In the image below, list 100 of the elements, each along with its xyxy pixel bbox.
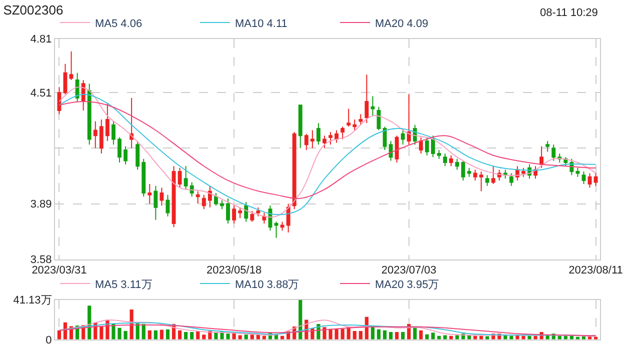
bar (419, 330, 423, 340)
bar (322, 327, 326, 340)
candlestick (400, 130, 405, 146)
candlestick (388, 140, 393, 162)
candlestick (540, 146, 544, 168)
candlestick (546, 140, 550, 152)
candlestick (214, 192, 218, 206)
x-tick-label: 2023/05/18 (206, 264, 262, 277)
candlestick (485, 174, 490, 186)
bar (352, 331, 356, 340)
bar (376, 329, 381, 340)
candlestick (443, 153, 448, 167)
bar (154, 330, 158, 340)
bar (431, 332, 435, 340)
candlestick (304, 133, 308, 150)
bar (214, 332, 218, 340)
candlestick (148, 184, 152, 204)
bar (100, 326, 104, 340)
chart-title: SZ002306 (3, 2, 64, 18)
candlestick (124, 146, 128, 165)
candlestick (136, 140, 140, 170)
candlestick (190, 182, 194, 198)
candlestick (322, 135, 326, 149)
candlestick (346, 108, 351, 128)
candlestick (491, 166, 496, 185)
candlestick (256, 206, 260, 217)
candlestick (449, 154, 454, 167)
bar (425, 334, 429, 340)
candlestick (521, 167, 526, 178)
candlestick (184, 166, 188, 190)
bar (528, 336, 532, 340)
candlestick (594, 172, 598, 186)
candlestick (364, 74, 369, 124)
candlestick (406, 94, 411, 146)
bar (148, 330, 152, 340)
candlestick (370, 96, 375, 116)
candlestick (418, 136, 423, 154)
bar (118, 328, 122, 340)
y-tick-label: 4.51 (30, 87, 52, 100)
candlestick (99, 118, 104, 154)
candlestick (154, 185, 158, 220)
candlestick (63, 63, 68, 95)
legend-label: MA10 4.11 (235, 18, 288, 30)
y-tick-label: 0 (46, 334, 52, 346)
bar (401, 332, 405, 340)
candlestick (425, 136, 429, 156)
candlestick (310, 130, 314, 149)
candlestick (382, 126, 387, 150)
bar (388, 332, 393, 340)
candlestick (455, 158, 460, 170)
candlestick (582, 170, 586, 185)
bar (160, 330, 164, 340)
candlestick (142, 158, 146, 198)
legend-label: MA10 3.88万 (235, 278, 300, 291)
bar (437, 336, 441, 340)
candlestick (112, 120, 116, 146)
candlestick (509, 172, 514, 186)
candlestick (292, 132, 296, 210)
bar (534, 336, 538, 340)
candlestick (316, 122, 320, 146)
candlestick (93, 120, 98, 149)
candlestick (588, 172, 592, 188)
x-tick-label: 2023/03/31 (32, 264, 87, 277)
bar (190, 332, 194, 340)
candlestick (467, 167, 472, 178)
candlestick (431, 135, 435, 158)
candlestick (552, 144, 556, 162)
legend-label: MA20 3.95万 (375, 278, 440, 291)
candlestick (394, 135, 399, 164)
bar (395, 332, 399, 340)
candlestick (250, 210, 254, 222)
bar (382, 330, 387, 340)
line-series (58, 101, 596, 200)
y-tick-label: 3.58 (30, 254, 52, 266)
candlestick (358, 114, 363, 126)
candlestick (105, 102, 110, 142)
candlestick (473, 169, 478, 181)
candlestick (57, 86, 62, 115)
candlestick (196, 190, 200, 204)
candlestick (576, 167, 580, 178)
candlestick (340, 126, 345, 140)
bar (334, 328, 338, 340)
y-tick-label: 4.81 (30, 34, 52, 46)
candlestick (286, 203, 290, 233)
candlestick (226, 198, 230, 224)
bar (178, 330, 182, 340)
bar (358, 331, 362, 340)
x-tick-label: 2023/07/03 (381, 264, 436, 277)
candlestick (208, 185, 212, 208)
candlestick (238, 206, 242, 219)
candlestick (166, 194, 170, 217)
candlestick (178, 167, 182, 188)
y-tick-label: 41.13万 (13, 294, 52, 307)
candlestick (479, 170, 484, 192)
candlestick (437, 149, 442, 160)
candlestick (328, 132, 332, 146)
candlestick (461, 160, 466, 181)
candlestick (118, 136, 122, 164)
candlestick (220, 200, 224, 210)
candlestick (280, 221, 284, 232)
